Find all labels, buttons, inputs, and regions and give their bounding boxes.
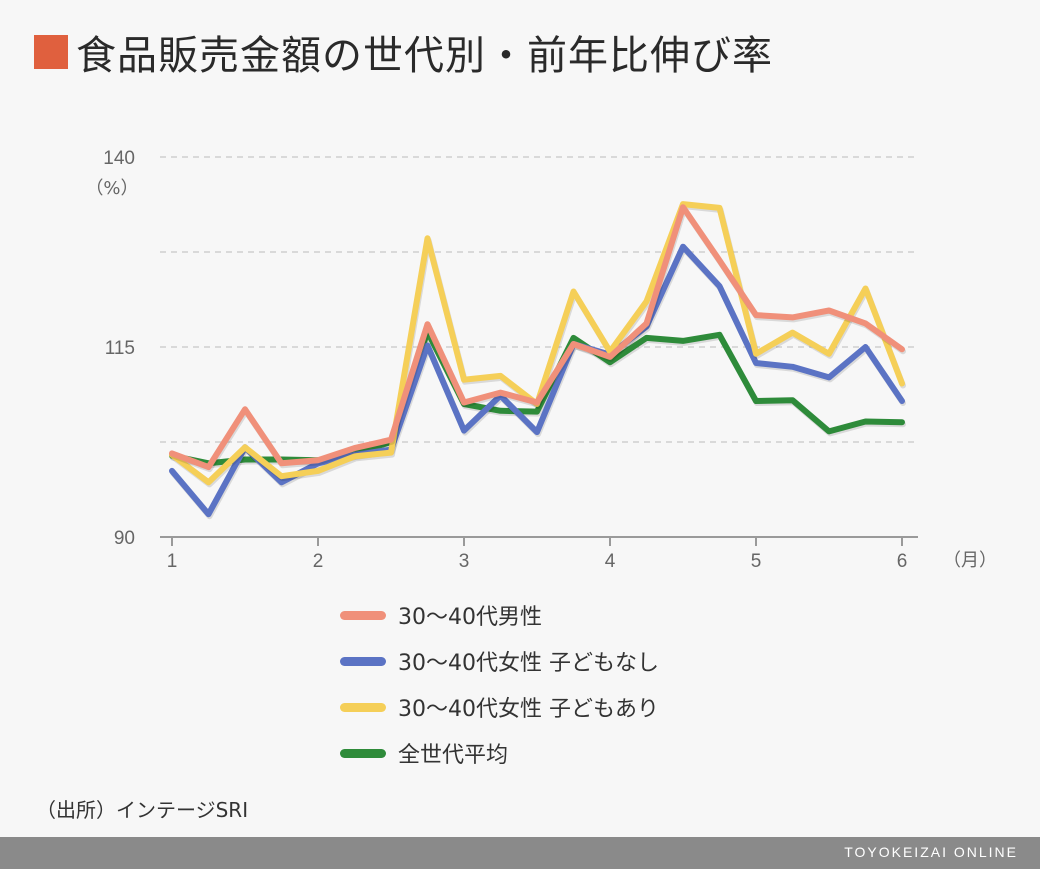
legend-label-women-no-children: 30〜40代女性 子どもなし <box>398 651 659 676</box>
axis-layer: 90 115 140 1 2 3 4 5 6 <box>103 148 918 572</box>
x-tick-label: 4 <box>605 551 616 572</box>
chart-legend: 30〜40代男性 30〜40代女性 子どもなし 30〜40代女性 子どもあり 全… <box>340 592 659 776</box>
chart-title: 食品販売金額の世代別・前年比伸び率 <box>76 33 773 79</box>
series-layer <box>169 201 906 520</box>
legend-item-men: 30〜40代男性 <box>340 592 659 638</box>
x-axis-unit-label: （月） <box>943 550 997 571</box>
x-tick-label: 6 <box>897 551 908 572</box>
legend-item-all-average: 全世代平均 <box>340 730 659 776</box>
chart-title-row: 食品販売金額の世代別・前年比伸び率 <box>34 22 773 82</box>
brand-label: TOYOKEIZAI ONLINE <box>844 844 1018 860</box>
x-tick-label: 1 <box>167 551 178 572</box>
x-tick-label: 3 <box>459 551 470 572</box>
grid-layer <box>160 156 918 443</box>
legend-item-women-with-children: 30〜40代女性 子どもあり <box>340 684 659 730</box>
x-tick-label: 5 <box>751 551 762 572</box>
title-accent-square <box>34 35 68 69</box>
source-note: （出所）インテージSRI <box>36 798 249 822</box>
legend-swatch-men <box>340 610 386 620</box>
legend-item-women-no-children: 30〜40代女性 子どもなし <box>340 638 659 684</box>
legend-swatch-all-average <box>340 748 386 758</box>
legend-label-women-with-children: 30〜40代女性 子どもあり <box>398 697 659 722</box>
x-tick-label: 2 <box>313 551 324 572</box>
legend-swatch-women-with-children <box>340 702 386 712</box>
y-tick-label: 115 <box>105 338 135 359</box>
legend-label-all-average: 全世代平均 <box>398 743 509 768</box>
series-line-women-with-children <box>169 201 905 486</box>
legend-swatch-women-no-children <box>340 656 386 666</box>
footer-bar: TOYOKEIZAI ONLINE <box>0 837 1040 869</box>
y-tick-label: 90 <box>114 528 135 549</box>
y-axis-unit-label: （%） <box>85 178 138 199</box>
legend-label-men: 30〜40代男性 <box>398 605 542 630</box>
y-tick-label: 140 <box>103 148 135 169</box>
series-line-men <box>169 204 905 471</box>
